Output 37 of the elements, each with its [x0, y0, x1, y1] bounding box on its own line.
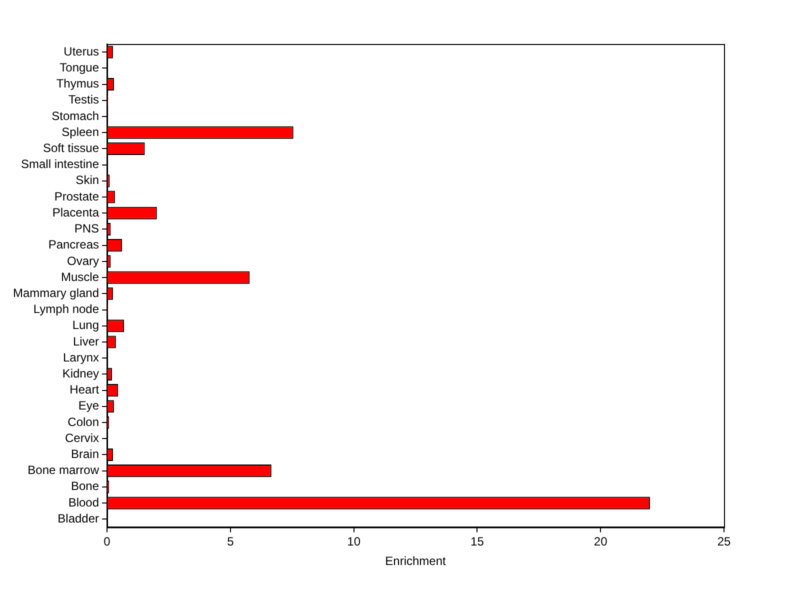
y-tick-label: Spleen [62, 124, 100, 139]
y-tick-label: Skin [76, 173, 100, 188]
y-tick-label: PNS [74, 222, 100, 236]
y-tick-label: Blood [68, 495, 100, 510]
y-tick-label: Cervix [65, 430, 100, 445]
y-tick-label: Prostate [54, 189, 100, 204]
x-tick-label: 5 [227, 534, 234, 549]
y-tick-label: Tongue [60, 60, 100, 74]
y-tick-label: Testis [68, 92, 100, 107]
y-tick-label: Lymph node [33, 302, 100, 316]
y-tick-label: Eye [78, 398, 100, 413]
x-tick-label: 25 [717, 534, 731, 549]
x-tick-label: 15 [470, 534, 484, 549]
y-tick-label: Pancreas [48, 238, 100, 252]
x-axis-title: Enrichment [385, 554, 447, 568]
y-tick-label: Kidney [62, 366, 100, 380]
y-tick-label: Ovary [67, 254, 100, 268]
y-tick-label: Liver [73, 334, 100, 348]
y-tick-label: Soft tissue [42, 141, 100, 156]
y-tick-label: Larynx [62, 350, 100, 364]
y-tick-label: Uterus [64, 44, 100, 58]
y-tick-label: Muscle [61, 270, 100, 284]
y-tick-label: Colon [68, 414, 100, 429]
y-tick-label: Lung [72, 318, 100, 332]
y-tick-label: Small intestine [20, 157, 100, 172]
y-tick-label: Heart [70, 382, 100, 397]
y-tick-label: Brain [71, 447, 100, 462]
y-tick-label: Placenta [52, 205, 100, 220]
y-tick-label: Thymus [56, 76, 100, 91]
x-tick-label: 20 [594, 534, 608, 549]
y-tick-label: Bladder [58, 511, 100, 526]
y-tick-label: Bone [70, 479, 100, 494]
y-tick-label: Mammary gland [12, 286, 100, 300]
y-tick-label: Bone marrow [28, 463, 100, 478]
y-tick-label: Stomach [52, 108, 100, 123]
x-tick-label: 10 [347, 534, 361, 549]
x-tick-label: 0 [104, 534, 111, 549]
